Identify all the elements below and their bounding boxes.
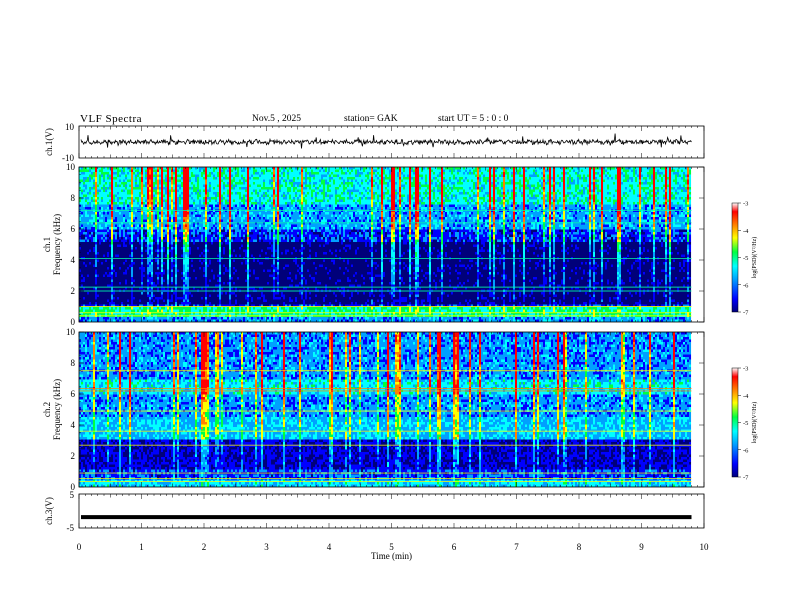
ch1-spectrogram-colorbar-label: log(PSD)(V²/Hz) bbox=[751, 237, 758, 278]
ch1-spectrogram-image bbox=[79, 167, 692, 322]
station-label: station= GAK bbox=[344, 114, 398, 124]
x-tick-2: 2 bbox=[202, 542, 207, 552]
x-tick-8: 8 bbox=[577, 542, 582, 552]
ch1-spectrogram-colorbar-tick-1: -4 bbox=[743, 228, 749, 235]
ch2-spectrogram-ylabel-frequency: Frequency (kHz) bbox=[52, 379, 62, 440]
ch2-spectrogram-ytick-2: 4 bbox=[71, 420, 76, 430]
ch1-spectrogram-ytick-0: 0 bbox=[71, 317, 76, 327]
ch3-waveform-frame bbox=[78, 493, 705, 529]
ch3-waveform-ylabel: ch.3(V) bbox=[44, 497, 54, 525]
ch1-spectrogram-colorbar bbox=[731, 202, 739, 313]
x-tick-9: 9 bbox=[639, 542, 644, 552]
ch3-waveform-ytick-bottom: -5 bbox=[67, 523, 75, 533]
ch2-spectrogram-colorbar bbox=[731, 367, 739, 478]
x-tick-10: 10 bbox=[700, 542, 710, 552]
ch1-spectrogram-ytick-5: 10 bbox=[66, 162, 76, 172]
ch1-spectrogram-colorbar-tick-2: -5 bbox=[743, 255, 748, 262]
x-tick-1: 1 bbox=[139, 542, 144, 552]
ch3-waveform-trace bbox=[81, 515, 692, 520]
x-tick-6: 6 bbox=[452, 542, 457, 552]
ch2-spectrogram-ytick-3: 6 bbox=[71, 389, 76, 399]
ch1-waveform-ytick-bottom: -10 bbox=[62, 153, 74, 163]
ch2-spectrogram-colorbar-tick-3: -6 bbox=[743, 447, 749, 454]
ch1-spectrogram-colorbar-tick-3: -6 bbox=[743, 282, 749, 289]
ch3-waveform-ytick-top: 5 bbox=[70, 490, 75, 500]
x-tick-0: 0 bbox=[77, 542, 82, 552]
ch1-spectrogram-ytick-2: 4 bbox=[71, 255, 76, 265]
ch2-spectrogram-colorbar-tick-2: -5 bbox=[743, 420, 748, 427]
x-axis-label: Time (min) bbox=[371, 551, 412, 561]
x-tick-3: 3 bbox=[264, 542, 269, 552]
ch2-spectrogram-colorbar-tick-0: -3 bbox=[743, 366, 748, 373]
ch1-spectrogram-ylabel-frequency: Frequency (kHz) bbox=[52, 214, 62, 275]
ch2-spectrogram-ytick-1: 2 bbox=[71, 451, 76, 461]
x-tick-4: 4 bbox=[327, 542, 332, 552]
ch1-spectrogram-ytick-1: 2 bbox=[71, 286, 76, 296]
x-tick-7: 7 bbox=[514, 542, 519, 552]
ch2-spectrogram-colorbar-label: log(PSD)(V²/Hz) bbox=[751, 402, 758, 443]
ch1-waveform-trace bbox=[80, 133, 692, 149]
ch1-waveform-ytick-top: 10 bbox=[65, 122, 75, 132]
ch2-spectrogram-colorbar-tick-1: -4 bbox=[743, 393, 749, 400]
chart-title: VLF Spectra bbox=[80, 113, 142, 125]
ch2-spectrogram-colorbar-tick-4: -7 bbox=[743, 475, 749, 482]
ch2-spectrogram-ylabel-channel: ch.2 bbox=[42, 402, 52, 417]
ch1-spectrogram-colorbar-tick-0: -3 bbox=[743, 201, 748, 208]
ch1-spectrogram-ytick-3: 6 bbox=[71, 224, 76, 234]
start-time-label: start UT = 5 : 0 : 0 bbox=[438, 114, 508, 124]
ch2-spectrogram-ytick-0: 0 bbox=[71, 482, 76, 492]
ch1-waveform-ylabel: ch.1(V) bbox=[44, 128, 54, 156]
ch2-spectrogram-ytick-5: 10 bbox=[66, 327, 76, 337]
date-label: Nov.5 , 2025 bbox=[252, 114, 301, 124]
ch1-spectrogram-ylabel-channel: ch.1 bbox=[42, 237, 52, 252]
ch1-spectrogram-ytick-4: 8 bbox=[71, 193, 76, 203]
ch2-spectrogram-ytick-4: 8 bbox=[71, 358, 76, 368]
ch2-spectrogram-image bbox=[79, 332, 692, 487]
x-tick-5: 5 bbox=[389, 542, 394, 552]
ch1-spectrogram-colorbar-tick-4: -7 bbox=[743, 310, 749, 317]
